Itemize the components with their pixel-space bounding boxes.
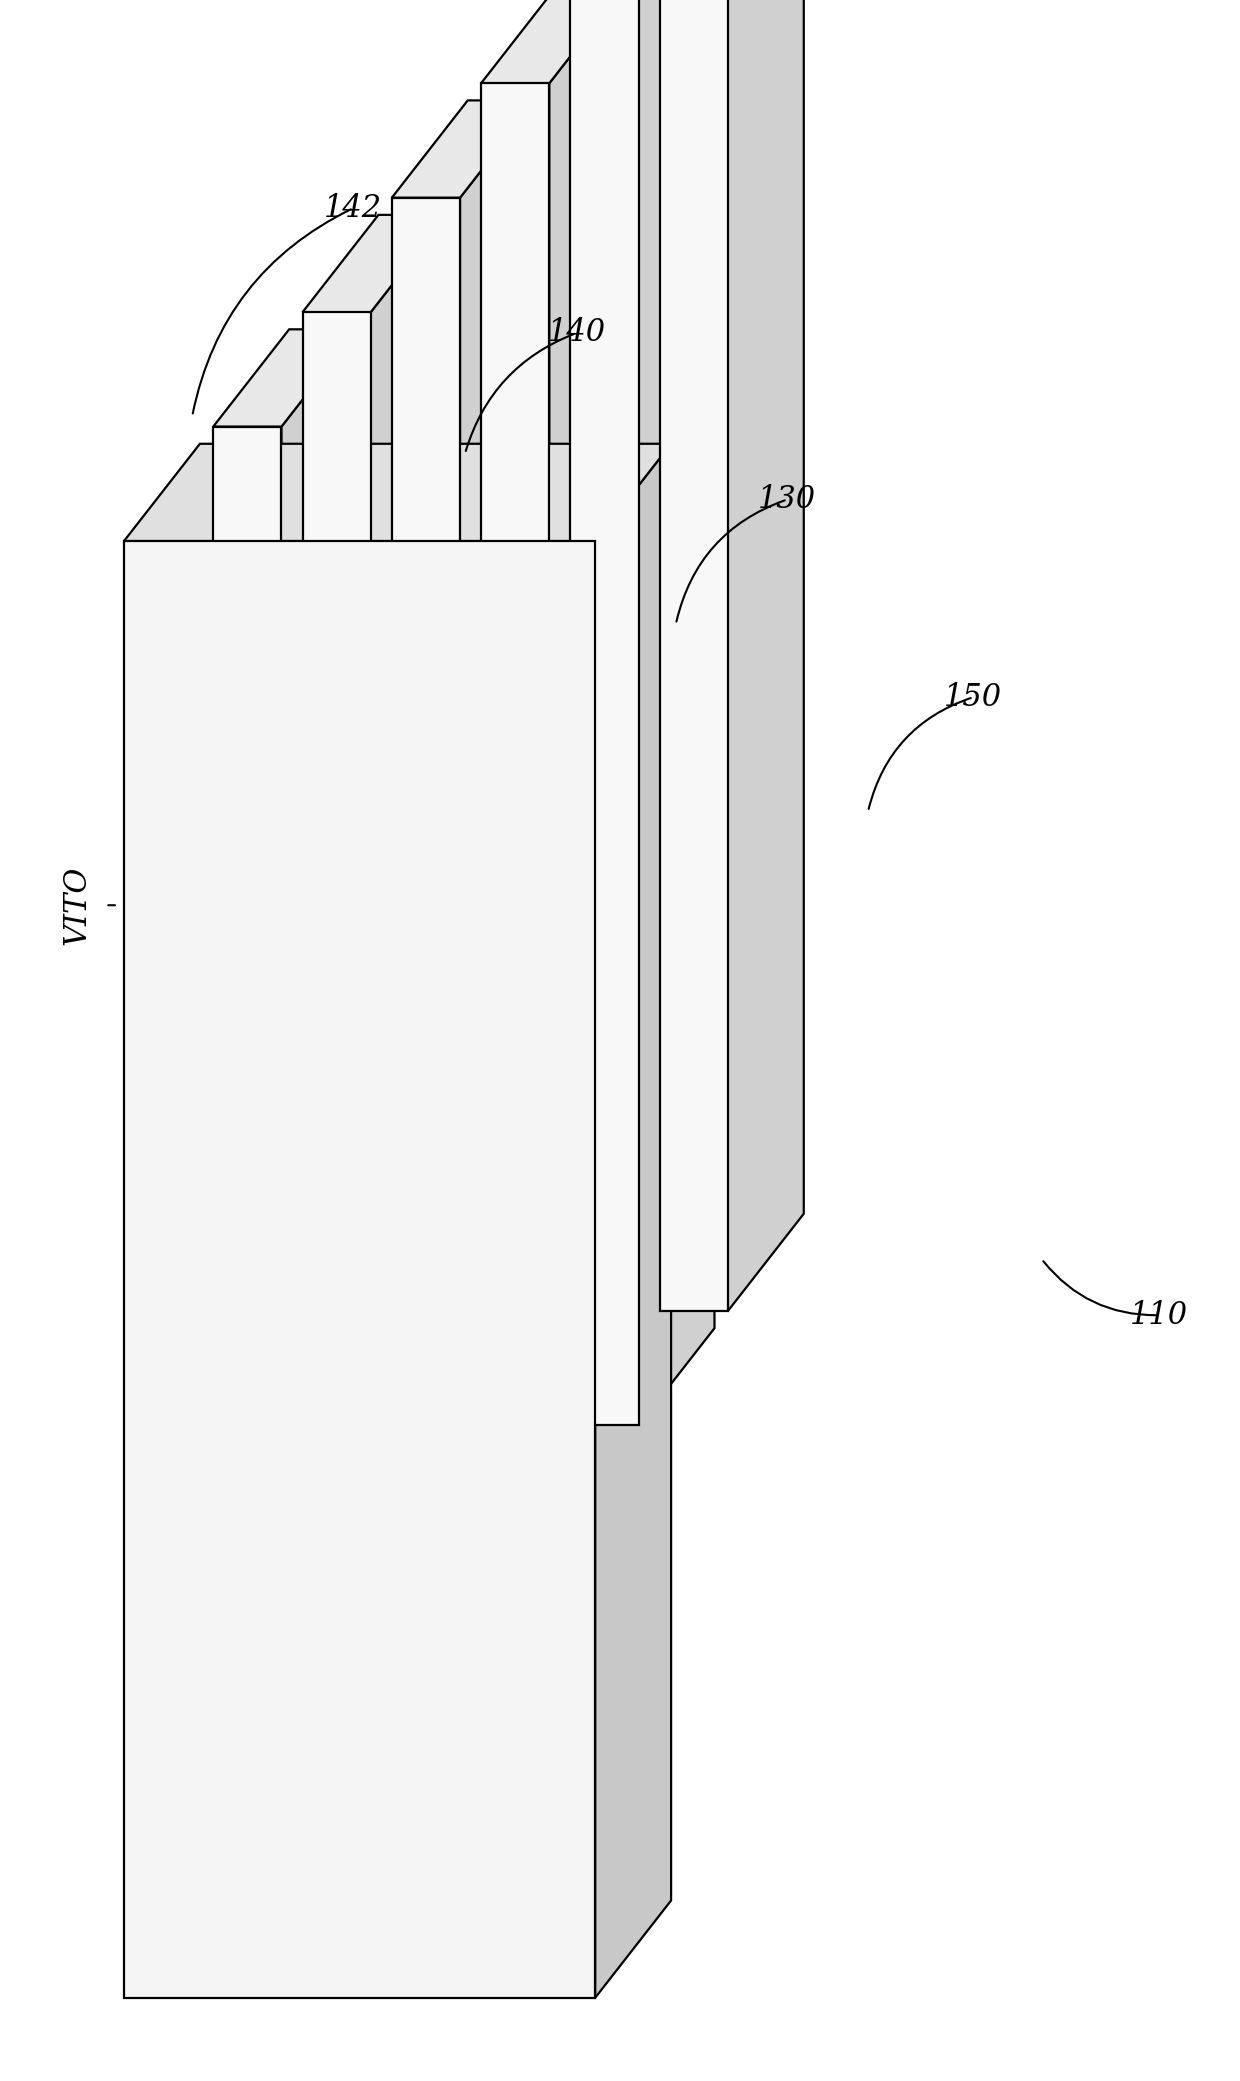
Text: 110: 110 (1131, 1301, 1188, 1330)
Polygon shape (639, 0, 714, 1425)
Text: 150: 150 (945, 683, 1002, 712)
Polygon shape (392, 100, 536, 198)
Text: 140: 140 (548, 318, 605, 348)
Polygon shape (281, 329, 357, 1883)
Polygon shape (570, 0, 639, 1425)
Polygon shape (124, 541, 595, 1998)
Polygon shape (213, 329, 357, 427)
Polygon shape (481, 0, 625, 83)
Polygon shape (549, 0, 625, 1540)
Text: 142: 142 (325, 194, 382, 223)
Polygon shape (595, 443, 671, 1998)
Polygon shape (481, 83, 549, 1540)
Polygon shape (303, 214, 446, 312)
Polygon shape (124, 443, 671, 541)
Polygon shape (728, 0, 804, 1311)
Polygon shape (371, 214, 446, 1769)
Polygon shape (392, 198, 460, 1654)
Polygon shape (460, 100, 536, 1654)
Polygon shape (213, 427, 281, 1883)
Polygon shape (303, 312, 371, 1769)
Text: VITO: VITO (61, 866, 92, 945)
Text: 130: 130 (759, 485, 816, 514)
Polygon shape (660, 0, 728, 1311)
